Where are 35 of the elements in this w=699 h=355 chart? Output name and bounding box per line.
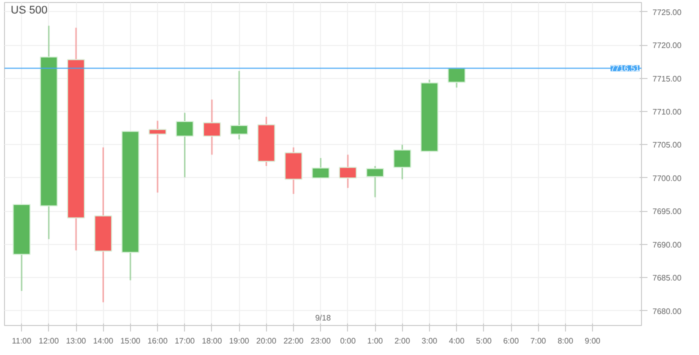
x-tick-label: 6:00 [503, 336, 520, 346]
y-tick-label: 7690.00 [652, 240, 682, 250]
y-tick-label: 7720.00 [652, 41, 682, 50]
x-tick-label: 0:00 [340, 336, 356, 346]
x-tick-label: 19:00 [229, 336, 250, 346]
x-tick-label: 13:00 [66, 336, 87, 346]
x-tick-label: 16:00 [148, 336, 168, 346]
x-tick-label: 5:00 [476, 336, 492, 346]
y-tick-label: 7685.00 [652, 274, 682, 283]
x-tick-label: 15:00 [120, 336, 141, 346]
y-tick-label: 7705.00 [652, 140, 682, 150]
ref-line-label: 7716.51 [610, 64, 640, 74]
x-tick-label: 12:00 [38, 336, 60, 346]
x-tick-label: 20:00 [256, 336, 277, 346]
x-tick-label: 22:00 [283, 336, 304, 346]
y-tick-label: 7725.00 [652, 8, 682, 17]
x-tick-label: 11:00 [12, 336, 32, 346]
x-tick-label: 3:00 [422, 336, 438, 346]
x-tick-label: 17:00 [174, 336, 196, 346]
x-tick-label: 2:00 [394, 336, 411, 346]
x-tick-label: 23:00 [310, 336, 332, 346]
x-tick-label: 7:00 [530, 336, 547, 346]
x-tick-label: 9:00 [584, 336, 601, 346]
x-tick-label: 4:00 [448, 336, 465, 346]
x-tick-label: 14:00 [93, 336, 114, 346]
x-tick-label: 18:00 [202, 336, 222, 346]
annotation: 9/18 [315, 314, 332, 322]
y-tick-label: 7680.00 [652, 306, 682, 316]
y-tick-label: 7700.00 [652, 174, 682, 183]
chart-title: US 500 [10, 4, 48, 16]
y-tick-label: 7715.00 [652, 74, 682, 84]
y-tick-label: 7695.00 [652, 207, 682, 216]
y-tick-label: 7710.00 [652, 107, 682, 116]
x-tick-label: 1:00 [367, 336, 384, 346]
x-tick-label: 8:00 [558, 336, 574, 346]
